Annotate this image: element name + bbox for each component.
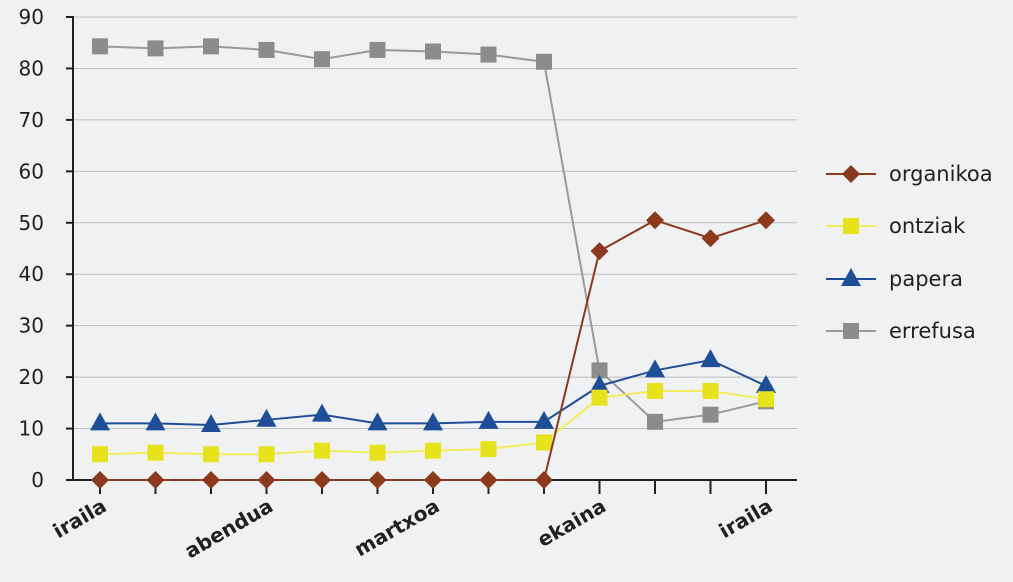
- data-point: [757, 211, 775, 230]
- y-tick-label: 0: [31, 468, 44, 492]
- data-point: [145, 412, 166, 431]
- x-tick-label: martxoa: [350, 494, 443, 562]
- data-point: [645, 359, 665, 378]
- data-point: [92, 38, 108, 55]
- series-lines: [90, 38, 776, 489]
- legend-label: papera: [889, 267, 963, 291]
- legend-marker: [842, 165, 860, 183]
- data-point: [314, 442, 330, 459]
- data-point: [202, 471, 220, 489]
- data-point: [536, 434, 552, 451]
- data-point: [535, 471, 553, 489]
- data-point: [591, 389, 608, 406]
- data-point: [647, 383, 663, 400]
- legend-marker: [843, 218, 859, 234]
- y-tick-label: 20: [19, 365, 44, 389]
- data-point: [91, 471, 109, 489]
- legend-marker: [841, 268, 861, 286]
- data-point: [646, 211, 664, 230]
- data-point: [423, 412, 443, 431]
- data-point: [369, 444, 386, 461]
- data-point: [258, 41, 275, 58]
- data-point: [479, 471, 498, 489]
- y-tick-label: 70: [19, 108, 44, 132]
- data-point: [424, 471, 442, 489]
- data-point: [590, 242, 609, 261]
- y-tick-label: 40: [19, 262, 44, 286]
- data-point: [258, 446, 275, 463]
- data-point: [534, 410, 554, 429]
- x-tick-label: iraila: [49, 494, 111, 543]
- data-point: [201, 413, 221, 432]
- legend-item-papera: papera: [826, 267, 963, 291]
- y-tick-label: 30: [19, 314, 44, 338]
- data-point: [203, 446, 219, 463]
- series-line: [99, 45, 767, 423]
- data-point: [702, 406, 719, 423]
- data-point: [90, 412, 110, 431]
- data-point: [312, 403, 332, 422]
- data-point: [425, 442, 441, 459]
- data-point: [92, 446, 108, 463]
- data-point: [314, 51, 330, 68]
- data-point: [758, 391, 774, 408]
- data-point: [702, 383, 719, 400]
- legend-label: ontziak: [889, 214, 966, 238]
- data-point: [146, 471, 165, 489]
- data-point: [536, 53, 552, 70]
- data-point: [700, 349, 721, 368]
- legend-item-errefusa: errefusa: [826, 319, 976, 343]
- data-point: [478, 410, 499, 429]
- data-point: [367, 412, 388, 431]
- y-tick-label: 10: [19, 417, 44, 441]
- y-tick-label: 60: [19, 159, 44, 183]
- legend: organikoa ontziak papera errefusa: [826, 162, 993, 343]
- y-tick-label: 80: [19, 56, 44, 80]
- series-organikoa: [91, 211, 775, 489]
- legend-item-ontziak: ontziak: [826, 214, 966, 238]
- y-tick-label: 50: [19, 211, 44, 235]
- data-point: [147, 40, 164, 57]
- legend-label: organikoa: [889, 162, 993, 186]
- data-point: [369, 41, 386, 58]
- grid-lines: [73, 16, 797, 430]
- data-point: [480, 441, 497, 458]
- data-point: [368, 471, 387, 489]
- series-ontziak: [92, 383, 774, 463]
- legend-label: errefusa: [889, 319, 976, 343]
- legend-item-organikoa: organikoa: [826, 162, 993, 186]
- x-tick-label: iraila: [715, 494, 777, 543]
- data-point: [701, 229, 720, 248]
- data-point: [313, 471, 331, 489]
- data-point: [756, 374, 776, 393]
- data-point: [647, 413, 663, 430]
- series-line: [100, 219, 767, 481]
- data-point: [589, 374, 610, 393]
- series-errefusa: [92, 38, 774, 430]
- legend-marker: [843, 323, 859, 339]
- data-point: [256, 408, 277, 427]
- x-tick-label: ekaina: [533, 494, 610, 552]
- data-point: [591, 362, 608, 379]
- series-papera: [90, 349, 776, 432]
- data-point: [203, 38, 219, 55]
- data-point: [425, 43, 441, 60]
- data-point: [147, 444, 164, 461]
- y-tick-label: 90: [19, 5, 44, 29]
- data-point: [480, 46, 497, 63]
- data-point: [257, 471, 276, 489]
- x-tick-label: abendua: [180, 494, 277, 564]
